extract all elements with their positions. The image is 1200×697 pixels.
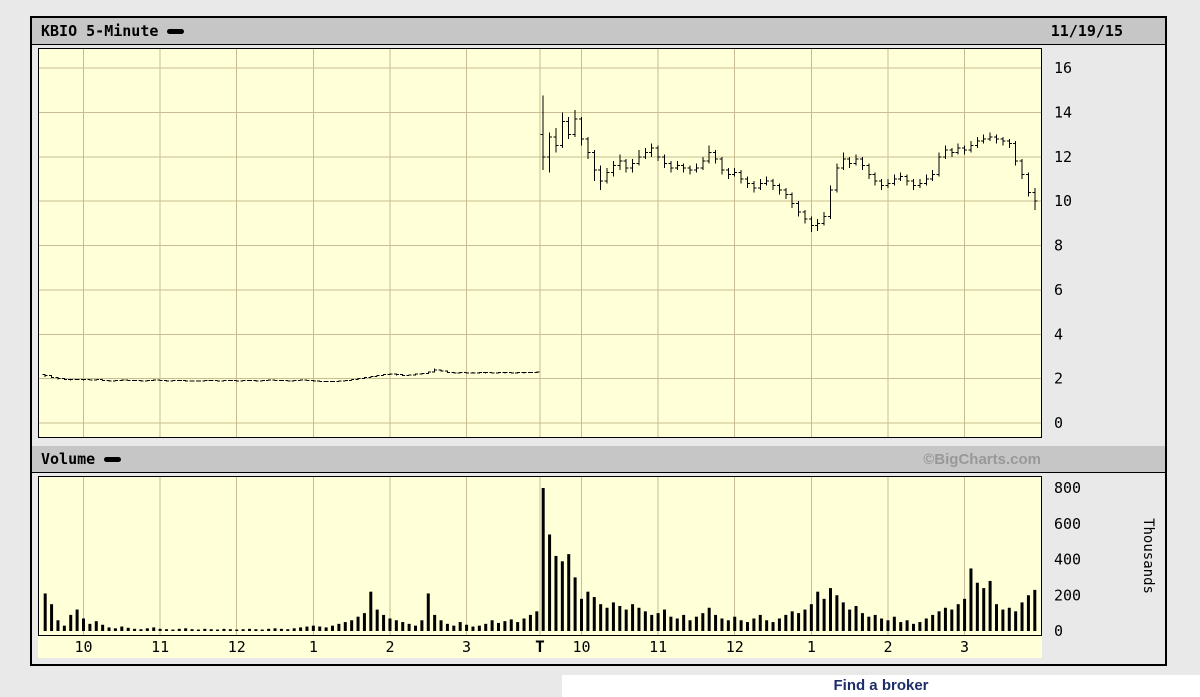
chart-widget: KBIO 5-Minute 11/19/15 0 2 4 6 8 10 12 14 16 Vol… bbox=[30, 16, 1167, 666]
svg-text:2: 2 bbox=[385, 638, 394, 656]
svg-text:8: 8 bbox=[1054, 237, 1063, 255]
svg-text:11: 11 bbox=[649, 638, 667, 656]
svg-text:3: 3 bbox=[462, 638, 471, 656]
svg-text:3: 3 bbox=[960, 638, 969, 656]
svg-text:400: 400 bbox=[1054, 551, 1081, 569]
svg-text:12: 12 bbox=[1054, 148, 1072, 166]
svg-text:0: 0 bbox=[1054, 622, 1063, 640]
svg-text:600: 600 bbox=[1054, 515, 1081, 533]
svg-text:2: 2 bbox=[1054, 370, 1063, 388]
svg-text:4: 4 bbox=[1054, 325, 1063, 343]
volume-label: Volume bbox=[41, 450, 96, 468]
svg-text:T: T bbox=[535, 637, 545, 656]
price-header-bar: KBIO 5-Minute 11/19/15 bbox=[32, 18, 1165, 45]
find-a-broker-link[interactable]: Find a broker bbox=[833, 677, 929, 694]
svg-text:10: 10 bbox=[74, 638, 92, 656]
price-chart-canvas: 0 2 4 6 8 10 12 14 16 bbox=[38, 48, 1165, 438]
volume-series-dash-icon bbox=[104, 456, 122, 462]
svg-text:11: 11 bbox=[151, 638, 169, 656]
price-series-dash-icon bbox=[167, 28, 185, 34]
bigcharts-watermark: ©BigCharts.com bbox=[923, 450, 1041, 468]
svg-text:0: 0 bbox=[1054, 414, 1063, 432]
svg-text:1: 1 bbox=[807, 638, 816, 656]
svg-text:12: 12 bbox=[228, 638, 246, 656]
svg-text:10: 10 bbox=[572, 638, 590, 656]
svg-text:Thousands: Thousands bbox=[1140, 518, 1156, 594]
svg-text:2: 2 bbox=[883, 638, 892, 656]
svg-text:12: 12 bbox=[726, 638, 744, 656]
broker-strip: Find a broker bbox=[562, 675, 1200, 697]
svg-text:800: 800 bbox=[1054, 479, 1081, 497]
svg-text:10: 10 bbox=[1054, 192, 1072, 210]
svg-text:16: 16 bbox=[1054, 59, 1072, 77]
svg-text:6: 6 bbox=[1054, 281, 1063, 299]
svg-text:200: 200 bbox=[1054, 586, 1081, 604]
symbol-interval-label: KBIO 5-Minute bbox=[41, 22, 159, 40]
svg-text:1: 1 bbox=[309, 638, 318, 656]
volume-chart-canvas: 10 11 12 1 2 3 T 10 11 12 1 2 3 0 200 400 600 800 Thousand… bbox=[38, 476, 1165, 658]
volume-header-bar: Volume ©BigCharts.com bbox=[32, 446, 1165, 473]
chart-date-label: 11/19/15 bbox=[1050, 22, 1123, 40]
svg-text:14: 14 bbox=[1054, 103, 1072, 121]
